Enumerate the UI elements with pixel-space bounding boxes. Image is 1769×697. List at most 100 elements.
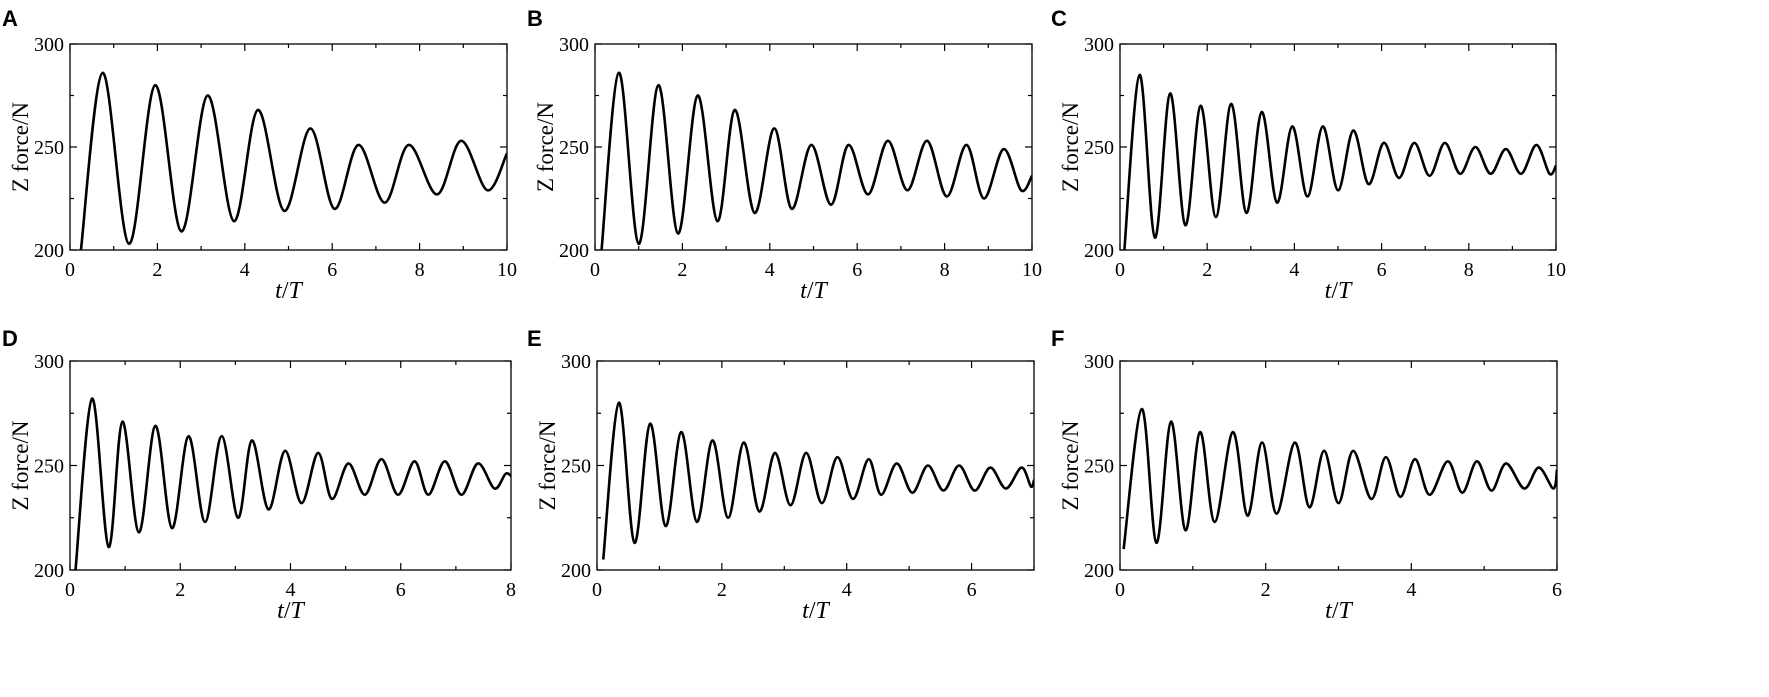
x-tick-label: 6 (1552, 579, 1562, 601)
series-line (74, 397, 511, 570)
panel-letter: D (2, 326, 18, 351)
y-tick-label: 200 (559, 240, 589, 262)
x-axis-label-part: / (809, 598, 816, 624)
x-tick-label: 8 (940, 259, 950, 281)
series-line (600, 71, 1032, 250)
x-axis-label-part: / (1331, 278, 1338, 304)
y-tick-label: 200 (34, 560, 64, 582)
x-axis-label: t/T (1325, 278, 1353, 304)
x-axis-label-part: t (1325, 278, 1333, 304)
x-axis-label: t/T (1325, 598, 1353, 624)
y-tick-label: 200 (1084, 240, 1114, 262)
x-tick-label: 0 (590, 259, 600, 281)
x-tick-label: 10 (497, 259, 517, 281)
panel-letter: A (2, 6, 18, 31)
panel-d: D 0 2 4 6 8 200 250 300 Z force/N t/T (2, 326, 516, 624)
y-axis-label: Z force/N (533, 102, 558, 192)
x-axis-label-part: T (813, 278, 828, 304)
x-axis-label: t/T (802, 598, 830, 624)
x-tick-label: 6 (967, 579, 977, 601)
x-axis-label: t/T (275, 278, 303, 304)
plot-frame (596, 360, 1035, 571)
x-tick-label: 0 (1115, 579, 1125, 601)
panel-letter: B (527, 6, 543, 31)
y-tick-label: 250 (1084, 456, 1114, 478)
y-tick-label: 200 (34, 240, 64, 262)
y-tick-label: 300 (1084, 351, 1114, 373)
x-tick-label: 0 (592, 579, 602, 601)
panel-c: C 0 2 4 6 8 10 200 250 300 Z force/N t/T (1051, 6, 1566, 304)
series-line (79, 71, 507, 250)
x-axis-label: t/T (277, 598, 305, 624)
y-tick-label: 250 (34, 137, 64, 159)
x-tick-label: 4 (1289, 259, 1299, 281)
y-axis-label: Z force/N (1058, 102, 1083, 192)
x-tick-label: 6 (396, 579, 406, 601)
y-tick-label: 300 (559, 34, 589, 56)
y-tick-label: 200 (1084, 560, 1114, 582)
panel-a: A 0 2 4 6 8 10 200 250 300 Z force/N t/T (2, 6, 517, 304)
x-axis-label-part: / (284, 598, 291, 624)
series-line (601, 401, 1034, 560)
y-tick-label: 300 (1084, 34, 1114, 56)
panel-letter: F (1051, 326, 1064, 351)
panel-b: B 0 2 4 6 8 10 200 250 300 Z force/N t/T (527, 6, 1042, 304)
y-tick-label: 300 (34, 34, 64, 56)
x-tick-label: 8 (415, 259, 425, 281)
x-tick-label: 6 (1377, 259, 1387, 281)
panel-f: F 0 2 4 6 200 250 300 Z force/N t/T (1051, 326, 1562, 624)
y-tick-label: 250 (34, 456, 64, 478)
x-tick-label: 6 (327, 259, 337, 281)
panel-letter: C (1051, 6, 1067, 31)
x-tick-label: 10 (1022, 259, 1042, 281)
x-axis-label: t/T (800, 278, 828, 304)
x-tick-label: 4 (286, 579, 296, 601)
x-tick-label: 2 (152, 259, 162, 281)
x-axis-label-part: T (290, 598, 305, 624)
x-tick-label: 10 (1546, 259, 1566, 281)
plot-frame (1119, 43, 1557, 251)
y-tick-label: 300 (561, 351, 591, 373)
x-tick-label: 0 (65, 259, 75, 281)
x-axis-label-part: t (1325, 598, 1333, 624)
y-tick-label: 250 (559, 137, 589, 159)
y-tick-label: 300 (34, 351, 64, 373)
y-tick-label: 250 (1084, 137, 1114, 159)
x-axis-label-part: T (1338, 598, 1353, 624)
x-tick-label: 2 (677, 259, 687, 281)
x-tick-label: 0 (65, 579, 75, 601)
y-axis-label: Z force/N (535, 420, 560, 510)
x-axis-label-part: t (802, 598, 810, 624)
x-tick-label: 4 (765, 259, 775, 281)
x-axis-label-part: T (288, 278, 303, 304)
panel-e: E 0 2 4 6 200 250 300 Z force/N t/T (527, 326, 1035, 624)
x-axis-label-part: t (800, 278, 808, 304)
y-axis-label: Z force/N (8, 102, 33, 192)
panel-letter: E (527, 326, 542, 351)
x-tick-label: 2 (175, 579, 185, 601)
x-axis-label-part: / (807, 278, 814, 304)
series-line (1123, 73, 1556, 250)
y-tick-label: 250 (561, 456, 591, 478)
x-axis-label-part: T (1338, 278, 1353, 304)
x-tick-label: 8 (506, 579, 516, 601)
plot-frame (1119, 360, 1558, 571)
y-tick-label: 200 (561, 560, 591, 582)
x-tick-label: 4 (1406, 579, 1416, 601)
x-axis-label-part: / (1332, 598, 1339, 624)
x-axis-label-part: t (277, 598, 285, 624)
y-axis-label: Z force/N (8, 420, 33, 510)
x-axis-label-part: / (282, 278, 289, 304)
x-tick-label: 0 (1115, 259, 1125, 281)
x-tick-label: 4 (240, 259, 250, 281)
x-axis-label-part: t (275, 278, 283, 304)
x-tick-label: 2 (1261, 579, 1271, 601)
x-tick-label: 2 (717, 579, 727, 601)
x-tick-label: 4 (842, 579, 852, 601)
series-line (1122, 407, 1557, 550)
x-axis-label-part: T (815, 598, 830, 624)
x-tick-label: 6 (852, 259, 862, 281)
y-axis-label: Z force/N (1058, 420, 1083, 510)
x-tick-label: 8 (1464, 259, 1474, 281)
